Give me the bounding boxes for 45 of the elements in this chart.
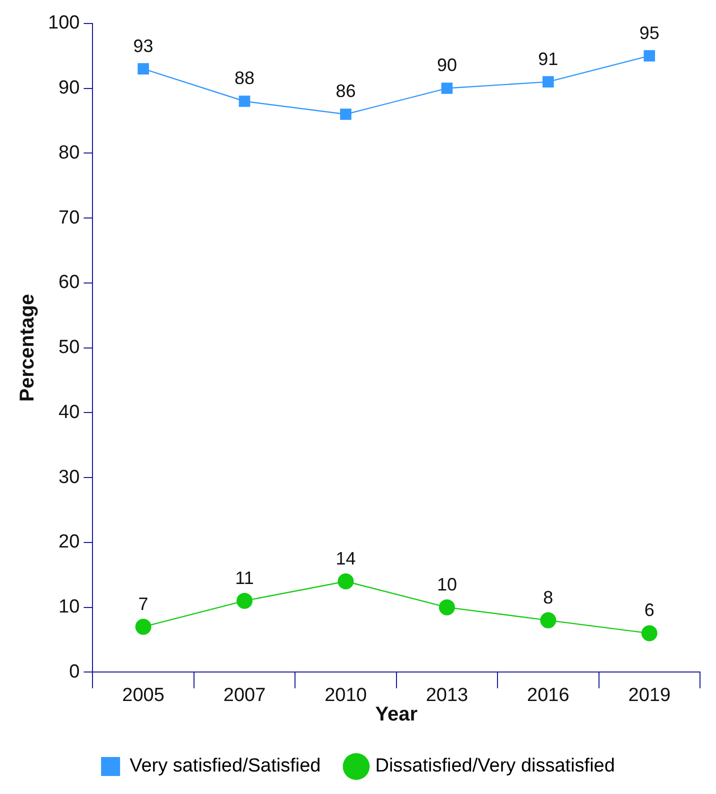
- x-axis-title: Year: [375, 704, 418, 726]
- data-label: 91: [538, 48, 558, 69]
- point: [236, 592, 253, 609]
- x-tick-label: 2007: [223, 684, 266, 706]
- point: [135, 618, 152, 635]
- data-label: 11: [235, 568, 254, 588]
- data-label: 95: [639, 22, 660, 43]
- point: [238, 96, 250, 107]
- y-tick-label: 0: [69, 661, 80, 682]
- x-tick-label: 2019: [628, 684, 671, 706]
- point: [338, 573, 354, 590]
- data-label: 8: [543, 587, 554, 608]
- legend-label: Dissatisfied/Very dissatisfied: [375, 756, 615, 777]
- point: [641, 625, 658, 642]
- y-tick-label: 90: [58, 78, 80, 99]
- data-label: 93: [133, 36, 154, 56]
- y-axis-title: Percentage: [16, 294, 39, 402]
- data-label: 86: [336, 81, 356, 102]
- point: [438, 599, 455, 616]
- y-tick-label: 80: [58, 142, 80, 164]
- data-label: 10: [436, 574, 457, 594]
- y-tick-label: 10: [58, 596, 80, 618]
- point: [540, 612, 556, 628]
- data-label: 90: [436, 55, 457, 76]
- y-tick-label: 100: [48, 12, 80, 34]
- y-tick-label: 30: [58, 466, 80, 488]
- point: [542, 76, 554, 88]
- y-tick-label: 20: [58, 532, 80, 553]
- data-label: 7: [138, 594, 148, 614]
- point: [138, 63, 149, 74]
- point: [644, 50, 656, 62]
- point: [340, 108, 352, 120]
- x-tick-label: 2016: [527, 684, 570, 706]
- data-label: 88: [234, 68, 255, 88]
- data-label: 6: [644, 600, 654, 620]
- y-tick-label: 40: [58, 402, 80, 423]
- point: [441, 82, 453, 94]
- y-tick-label: 50: [58, 337, 80, 358]
- y-tick-label: 60: [58, 272, 80, 294]
- y-tick-label: 70: [58, 207, 80, 228]
- x-tick-label: 2010: [324, 684, 367, 706]
- data-label: 14: [336, 548, 356, 568]
- x-tick-label: 2005: [122, 684, 164, 706]
- legend-label: Very satisfied/Satisfied: [130, 756, 321, 777]
- x-tick-label: 2013: [426, 684, 468, 706]
